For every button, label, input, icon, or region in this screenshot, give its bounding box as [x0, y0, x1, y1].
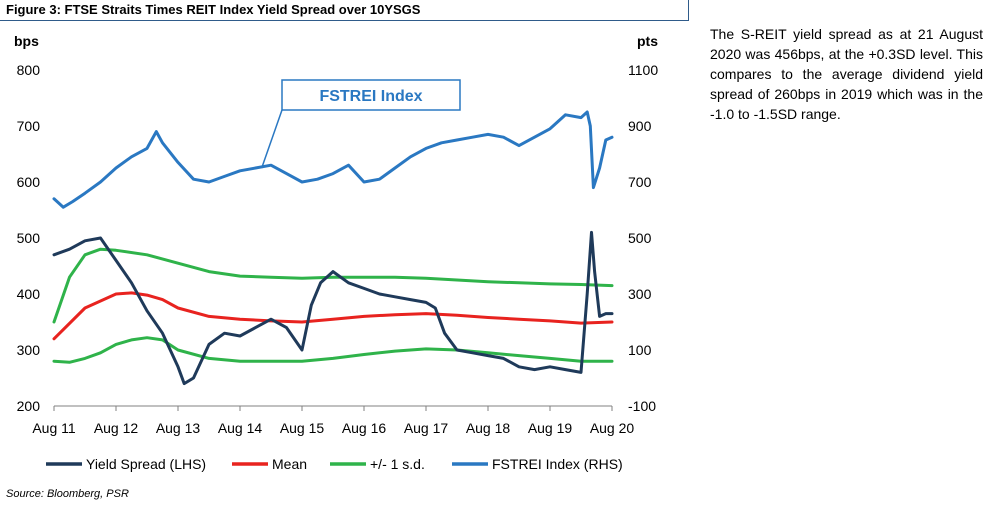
x-tick-label: Aug 18: [466, 420, 511, 436]
title-divider: [0, 20, 688, 21]
series-line-1-s-d-lower: [52, 336, 614, 364]
callout-label: FSTREI Index: [319, 88, 422, 105]
legend-label: +/- 1 s.d.: [370, 456, 425, 472]
source-note: Source: Bloomberg, PSR: [6, 488, 129, 500]
commentary-text: The S-REIT yield spread as at 21 August …: [710, 26, 983, 122]
right-tick-label: 300: [628, 286, 652, 302]
callout-leader-line: [260, 109, 283, 169]
chart-title: Figure 3: FTSE Straits Times REIT Index …: [6, 2, 421, 17]
x-tick-label: Aug 11: [32, 420, 76, 436]
left-tick-label: 700: [17, 118, 41, 134]
callout-box: [281, 79, 461, 111]
x-tick-label: Aug 14: [218, 420, 263, 436]
right-tick-label: 900: [628, 118, 652, 134]
left-tick-label: 600: [17, 174, 41, 190]
left-tick-label: 300: [17, 342, 41, 358]
x-tick-label: Aug 19: [528, 420, 573, 436]
right-axis-unit: pts: [637, 33, 658, 49]
left-tick-label: 800: [17, 62, 41, 78]
legend-label: FSTREI Index (RHS): [492, 456, 623, 472]
series-line-1-s-d: [52, 247, 614, 324]
legend-label: Mean: [272, 456, 307, 472]
right-tick-label: 500: [628, 230, 652, 246]
left-tick-label: 200: [17, 398, 41, 414]
left-tick-label: 500: [17, 230, 41, 246]
x-tick-label: Aug 20: [590, 420, 635, 436]
title-divider-vertical: [688, 0, 689, 21]
right-tick-label: 100: [628, 342, 652, 358]
right-tick-label: -100: [628, 398, 656, 414]
left-axis-unit: bps: [14, 33, 39, 49]
x-tick-label: Aug 17: [404, 420, 449, 436]
right-tick-label: 1100: [628, 62, 658, 78]
series-line-mean: [52, 291, 614, 341]
x-tick-label: Aug 15: [280, 420, 325, 436]
series-line-fstrei-index-rhs: [52, 110, 614, 209]
yield-spread-chart: Aug 11 Aug 12 Aug 13 Aug 14 Aug 15 Aug 16 Aug …: [14, 33, 658, 472]
x-tick-label: Aug 16: [342, 420, 387, 436]
right-tick-label: 700: [628, 174, 652, 190]
series-line-yield-spread-lhs: [52, 230, 614, 386]
x-tick-label: Aug 13: [156, 420, 201, 436]
legend-label: Yield Spread (LHS): [86, 456, 206, 472]
x-tick-label: Aug 12: [94, 420, 139, 436]
left-tick-label: 400: [17, 286, 41, 302]
